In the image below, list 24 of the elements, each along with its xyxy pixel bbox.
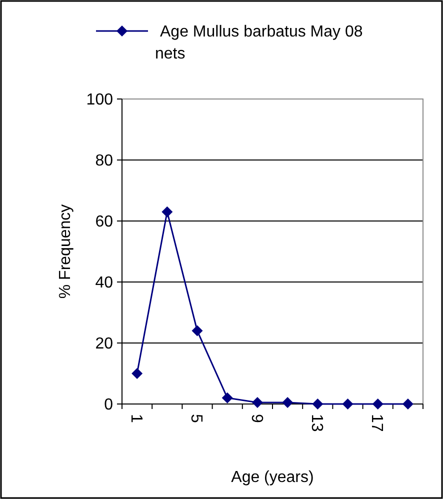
x-tick-label: 9 xyxy=(248,414,265,423)
point xyxy=(252,396,263,408)
x-tick-label: 1 xyxy=(127,414,144,423)
y-tick-label: 40 xyxy=(95,274,114,292)
y-tick-label: 100 xyxy=(86,92,114,109)
x-tick-label: 13 xyxy=(308,414,326,432)
y-tick-label: 20 xyxy=(95,336,114,353)
legend-label: Age Mullus barbatus May 08 nets xyxy=(155,24,363,63)
y-tick-label: 0 xyxy=(104,396,114,414)
point xyxy=(372,398,384,410)
x-tick-label: 5 xyxy=(188,414,205,423)
point xyxy=(192,325,203,336)
y-tick-label: 60 xyxy=(95,214,114,231)
point xyxy=(342,398,354,410)
point xyxy=(222,392,233,404)
y-tick-label: 80 xyxy=(95,152,114,170)
x-axis-title: Age (years) xyxy=(231,469,314,486)
point xyxy=(402,398,414,410)
y-axis-title: % Frequency xyxy=(57,204,74,299)
point xyxy=(282,396,294,408)
point xyxy=(162,206,173,218)
point xyxy=(132,368,143,379)
point xyxy=(312,398,324,410)
x-tick-label: 17 xyxy=(368,414,386,432)
